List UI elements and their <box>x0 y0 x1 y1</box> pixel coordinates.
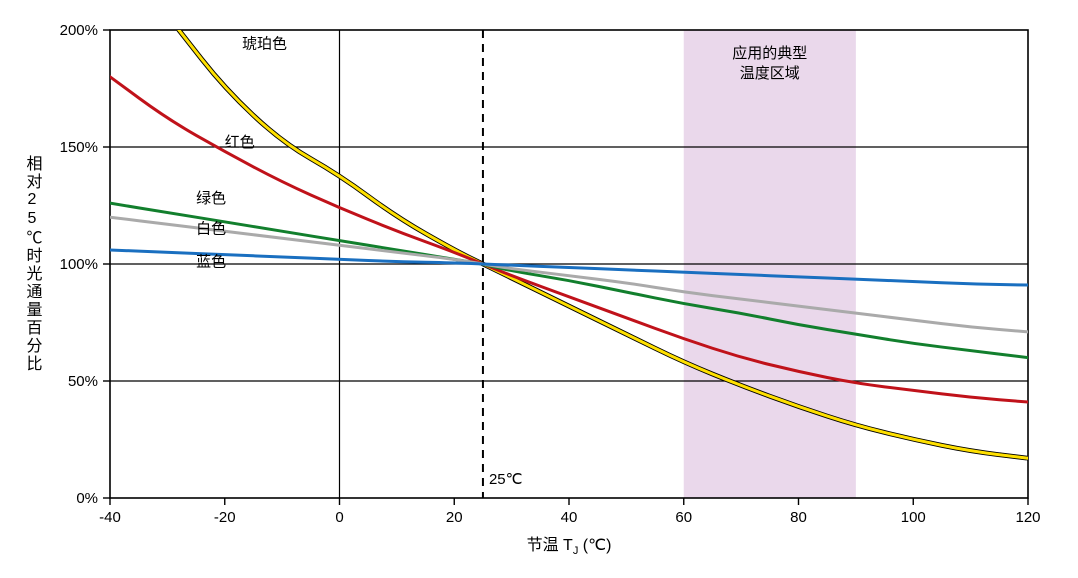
series-label-amber: 琥珀色 <box>242 36 287 53</box>
x-tick-label: 40 <box>561 509 578 526</box>
y-axis-title: 相对25℃时光通量百分比 <box>24 155 43 373</box>
series-label-blue: 蓝色 <box>196 253 226 270</box>
line-chart: -40 -20 0 20 40 60 80 100 120 0% 50% 100% 150% 200% 琥珀… <box>0 0 1078 578</box>
x-tick-label: 0 <box>335 509 343 526</box>
x-tick-label: 20 <box>446 509 463 526</box>
x-tick-label: 120 <box>1015 509 1040 526</box>
x-tick-label: 60 <box>675 509 692 526</box>
band-label-line1: 应用的典型 <box>732 44 807 62</box>
x-tick-label: 80 <box>790 509 807 526</box>
x-axis-title: 节温 TJ (℃) <box>527 536 612 557</box>
ref-25c-label: 25℃ <box>489 471 523 488</box>
y-tick-label: 200% <box>60 22 98 39</box>
x-tick-label: -40 <box>99 509 121 526</box>
x-tick-label: 100 <box>901 509 926 526</box>
y-tick-label: 0% <box>76 490 98 507</box>
series-label-green: 绿色 <box>196 190 226 207</box>
series-label-white: 白色 <box>196 221 226 238</box>
series-label-red: 红色 <box>225 134 255 151</box>
y-tick-label: 100% <box>60 256 98 273</box>
band-label-line2: 温度区域 <box>740 65 800 82</box>
y-tick-label: 50% <box>68 373 98 390</box>
y-tick-label: 150% <box>60 139 98 156</box>
chart-container: -40 -20 0 20 40 60 80 100 120 0% 50% 100% 150% 200% 琥珀… <box>0 0 1078 578</box>
x-tick-label: -20 <box>214 509 236 526</box>
